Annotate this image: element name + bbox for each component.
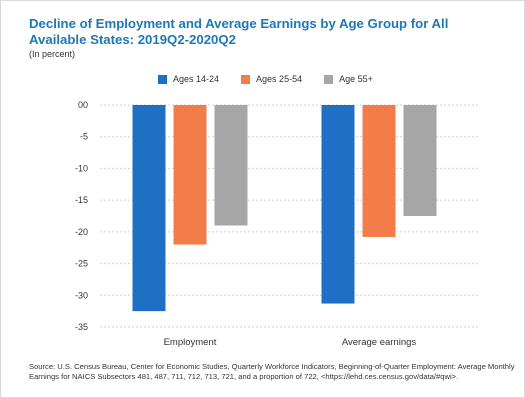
- legend-label-ages-25-54: Ages 25-54: [256, 74, 303, 84]
- legend-item-ages-14-24: Ages 14-24: [158, 74, 219, 84]
- y-tick-label: -10: [75, 163, 88, 173]
- chart-title: Decline of Employment and Average Earnin…: [29, 16, 449, 47]
- chart-subtitle: (In percent): [29, 49, 76, 59]
- legend-swatch-ages-14-24: [158, 74, 167, 84]
- legend-swatch-age-55-plus: [324, 74, 334, 84]
- bars: [132, 105, 437, 312]
- y-tick-label: -20: [75, 227, 88, 237]
- x-axis-labels: Employment Average earnings: [164, 337, 417, 348]
- bar-ages-14-24-average-earnings: [321, 105, 355, 304]
- bar-ages-14-24-employment: [132, 105, 166, 312]
- legend-swatch-ages-25-54: [241, 74, 251, 84]
- x-category-label: Employment: [164, 337, 217, 348]
- y-tick-label: -25: [75, 259, 88, 269]
- bar-age-55--employment: [214, 105, 248, 226]
- y-tick-label: -5: [80, 132, 88, 142]
- legend: Ages 14-24 Ages 25-54 Age 55+: [158, 72, 395, 86]
- source-note: Source: U.S. Census Bureau, Center for E…: [29, 362, 515, 381]
- y-tick-label: -30: [75, 290, 88, 300]
- y-axis-ticks: 00 -5 -10 -15 -20 -25 -30 -35: [75, 100, 88, 332]
- legend-label-age-55-plus: Age 55+: [339, 74, 373, 84]
- bar-ages-25-54-average-earnings: [362, 105, 396, 237]
- legend-label-ages-14-24: Ages 14-24: [173, 74, 220, 84]
- x-category-label: Average earnings: [342, 337, 417, 348]
- bar-ages-25-54-employment: [173, 105, 207, 245]
- legend-item-ages-25-54: Ages 25-54: [241, 74, 302, 84]
- legend-item-age-55-plus: Age 55+: [324, 74, 373, 84]
- y-tick-label: -35: [75, 322, 88, 332]
- bar-age-55--average-earnings: [403, 105, 437, 216]
- y-tick-label: -15: [75, 195, 88, 205]
- y-tick-label: 00: [78, 100, 88, 110]
